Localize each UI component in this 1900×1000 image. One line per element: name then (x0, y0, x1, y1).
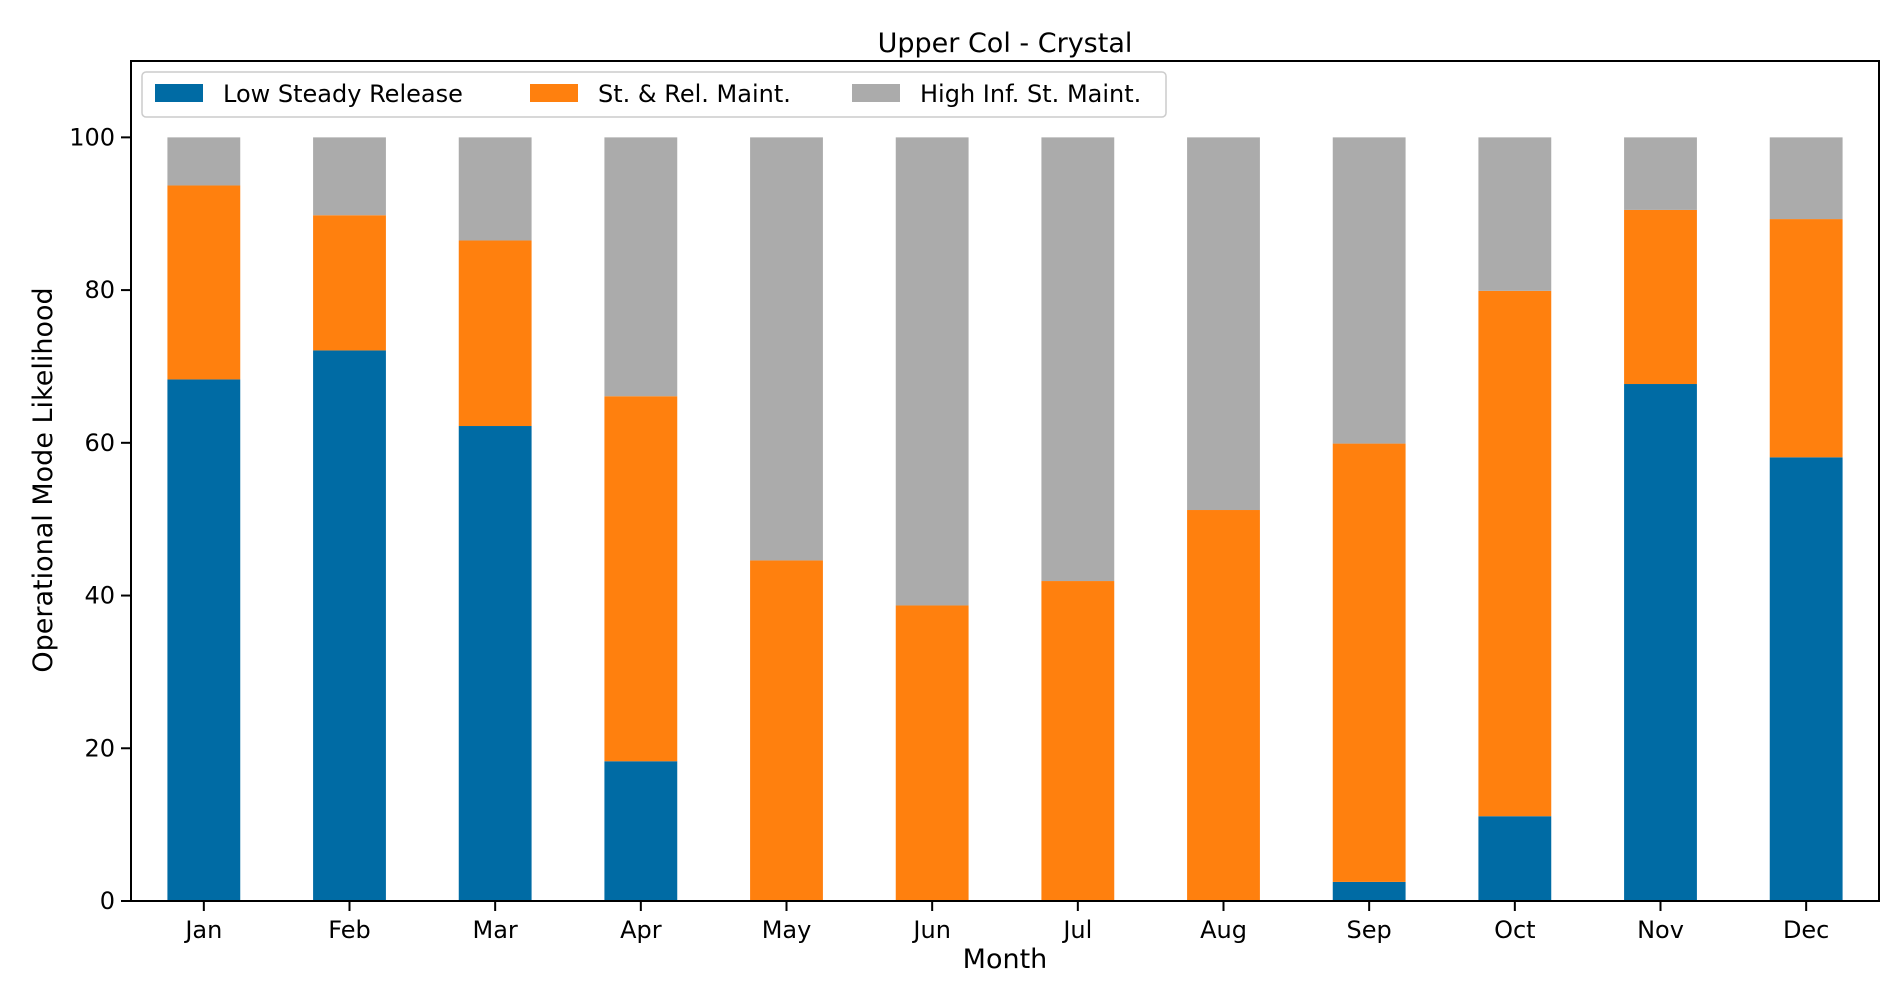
bar-apr-series-1 (604, 761, 678, 901)
legend-box (141, 71, 1167, 118)
bar-feb-series-1 (313, 350, 386, 901)
x-tick-label: Dec (1783, 916, 1829, 944)
x-tick-label: Jan (183, 916, 222, 944)
bar-sep-series-3 (1332, 137, 1406, 444)
x-axis-ticks: Jan Feb Mar Apr May Jun Jul Aug Sep Oct Nov Dec (183, 901, 1829, 944)
bar-nov-series-1 (1624, 384, 1697, 901)
x-tick-label: Apr (620, 916, 662, 944)
legend-label: St. & Rel. Maint. (598, 80, 791, 108)
legend-swatch (852, 84, 900, 102)
x-tick-label: Sep (1347, 916, 1392, 944)
y-axis-ticks: 0 20 40 60 80 100 (69, 123, 131, 915)
bars-layer (167, 137, 1843, 901)
legend-label: High Inf. St. Maint. (920, 80, 1141, 108)
plot-frame (130, 60, 1880, 902)
x-tick-label: Feb (328, 916, 371, 944)
bar-oct-series-2 (1478, 290, 1552, 817)
bar-jul-series-2 (1041, 581, 1115, 901)
bar-mar-series-2 (458, 240, 532, 427)
bar-dec-series-3 (1769, 137, 1843, 220)
y-tick-label: 80 (84, 276, 115, 304)
bar-nov-series-3 (1624, 137, 1697, 210)
bar-apr-series-3 (604, 137, 678, 397)
bar-oct-series-3 (1478, 137, 1552, 291)
bar-oct-series-1 (1478, 816, 1552, 901)
y-tick-label: 100 (69, 123, 115, 151)
bar-nov-series-2 (1624, 209, 1697, 385)
legend-label: Low Steady Release (223, 80, 463, 108)
bar-jun-series-2 (895, 605, 969, 901)
bar-feb-series-2 (313, 215, 386, 351)
chart-title: Upper Col - Crystal (878, 28, 1133, 59)
bar-jul-series-3 (1041, 137, 1115, 582)
x-tick-label: Jun (911, 916, 951, 944)
y-axis-label: Operational Mode Likelihood (28, 287, 59, 672)
legend: Low Steady Release St. & Rel. Maint. High … (141, 71, 1167, 118)
bar-jun-series-3 (895, 137, 969, 606)
x-axis-label: Month (963, 944, 1048, 975)
x-tick-label: Nov (1637, 916, 1684, 944)
y-tick-label: 20 (84, 734, 115, 762)
x-tick-label: Jul (1061, 916, 1092, 944)
y-tick-label: 0 (100, 887, 115, 915)
bar-jan-series-2 (167, 185, 241, 380)
bar-may-series-3 (750, 137, 823, 561)
bar-mar-series-3 (458, 137, 532, 241)
legend-swatch (530, 84, 578, 102)
bar-dec-series-1 (1769, 457, 1843, 901)
x-tick-label: May (762, 916, 812, 944)
bar-sep-series-1 (1332, 881, 1406, 901)
y-tick-label: 40 (84, 582, 115, 610)
x-tick-label: Mar (473, 916, 518, 944)
bar-jan-series-3 (167, 137, 241, 186)
bar-aug-series-2 (1187, 510, 1260, 901)
y-tick-label: 60 (84, 429, 115, 457)
bar-jan-series-1 (167, 379, 241, 901)
x-tick-label: Aug (1200, 916, 1247, 944)
bar-may-series-2 (750, 560, 823, 901)
bar-sep-series-2 (1332, 443, 1406, 882)
legend-swatch (155, 84, 203, 102)
bar-mar-series-1 (458, 426, 532, 901)
bar-aug-series-3 (1187, 137, 1260, 511)
x-tick-label: Oct (1494, 916, 1536, 944)
bar-dec-series-2 (1769, 219, 1843, 458)
bar-apr-series-2 (604, 396, 678, 762)
bar-feb-series-3 (313, 137, 386, 216)
